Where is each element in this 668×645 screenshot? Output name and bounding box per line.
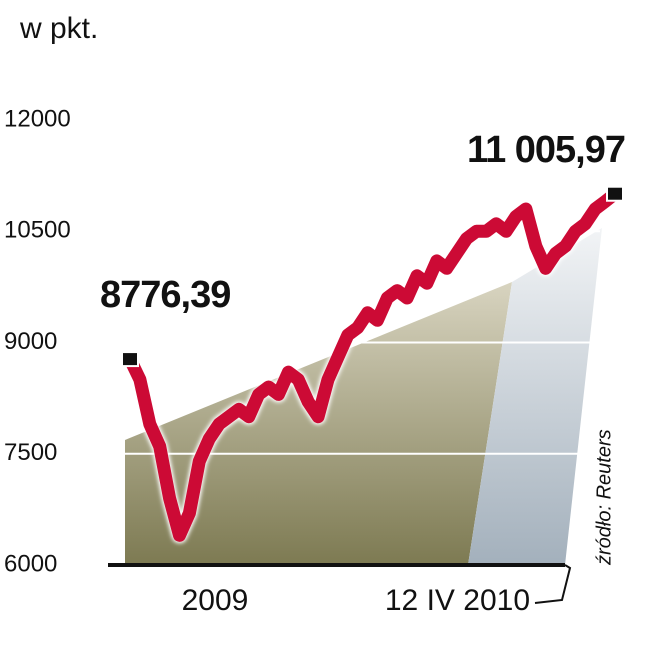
y-tick-label: 12000 <box>4 105 71 132</box>
backdrop <box>468 228 602 565</box>
source: źródło: Reuters <box>593 429 615 566</box>
y-tick-label: 6000 <box>4 550 57 577</box>
series-line <box>123 187 622 542</box>
backdrop <box>125 282 512 565</box>
end-marker <box>606 185 624 202</box>
unit-label: w pkt. <box>19 12 98 45</box>
y-tick-label: 7500 <box>4 439 57 466</box>
y-tick-label: 10500 <box>4 217 71 244</box>
x-label: 12 IV 2010 <box>385 584 530 617</box>
y-tick-label: 9000 <box>4 328 57 355</box>
value-label: 11 005,97 <box>467 129 625 171</box>
end-marker <box>121 351 139 368</box>
bracket <box>534 564 572 604</box>
value-label: 8776,39 <box>100 274 230 316</box>
x-label: 2009 <box>182 584 249 617</box>
